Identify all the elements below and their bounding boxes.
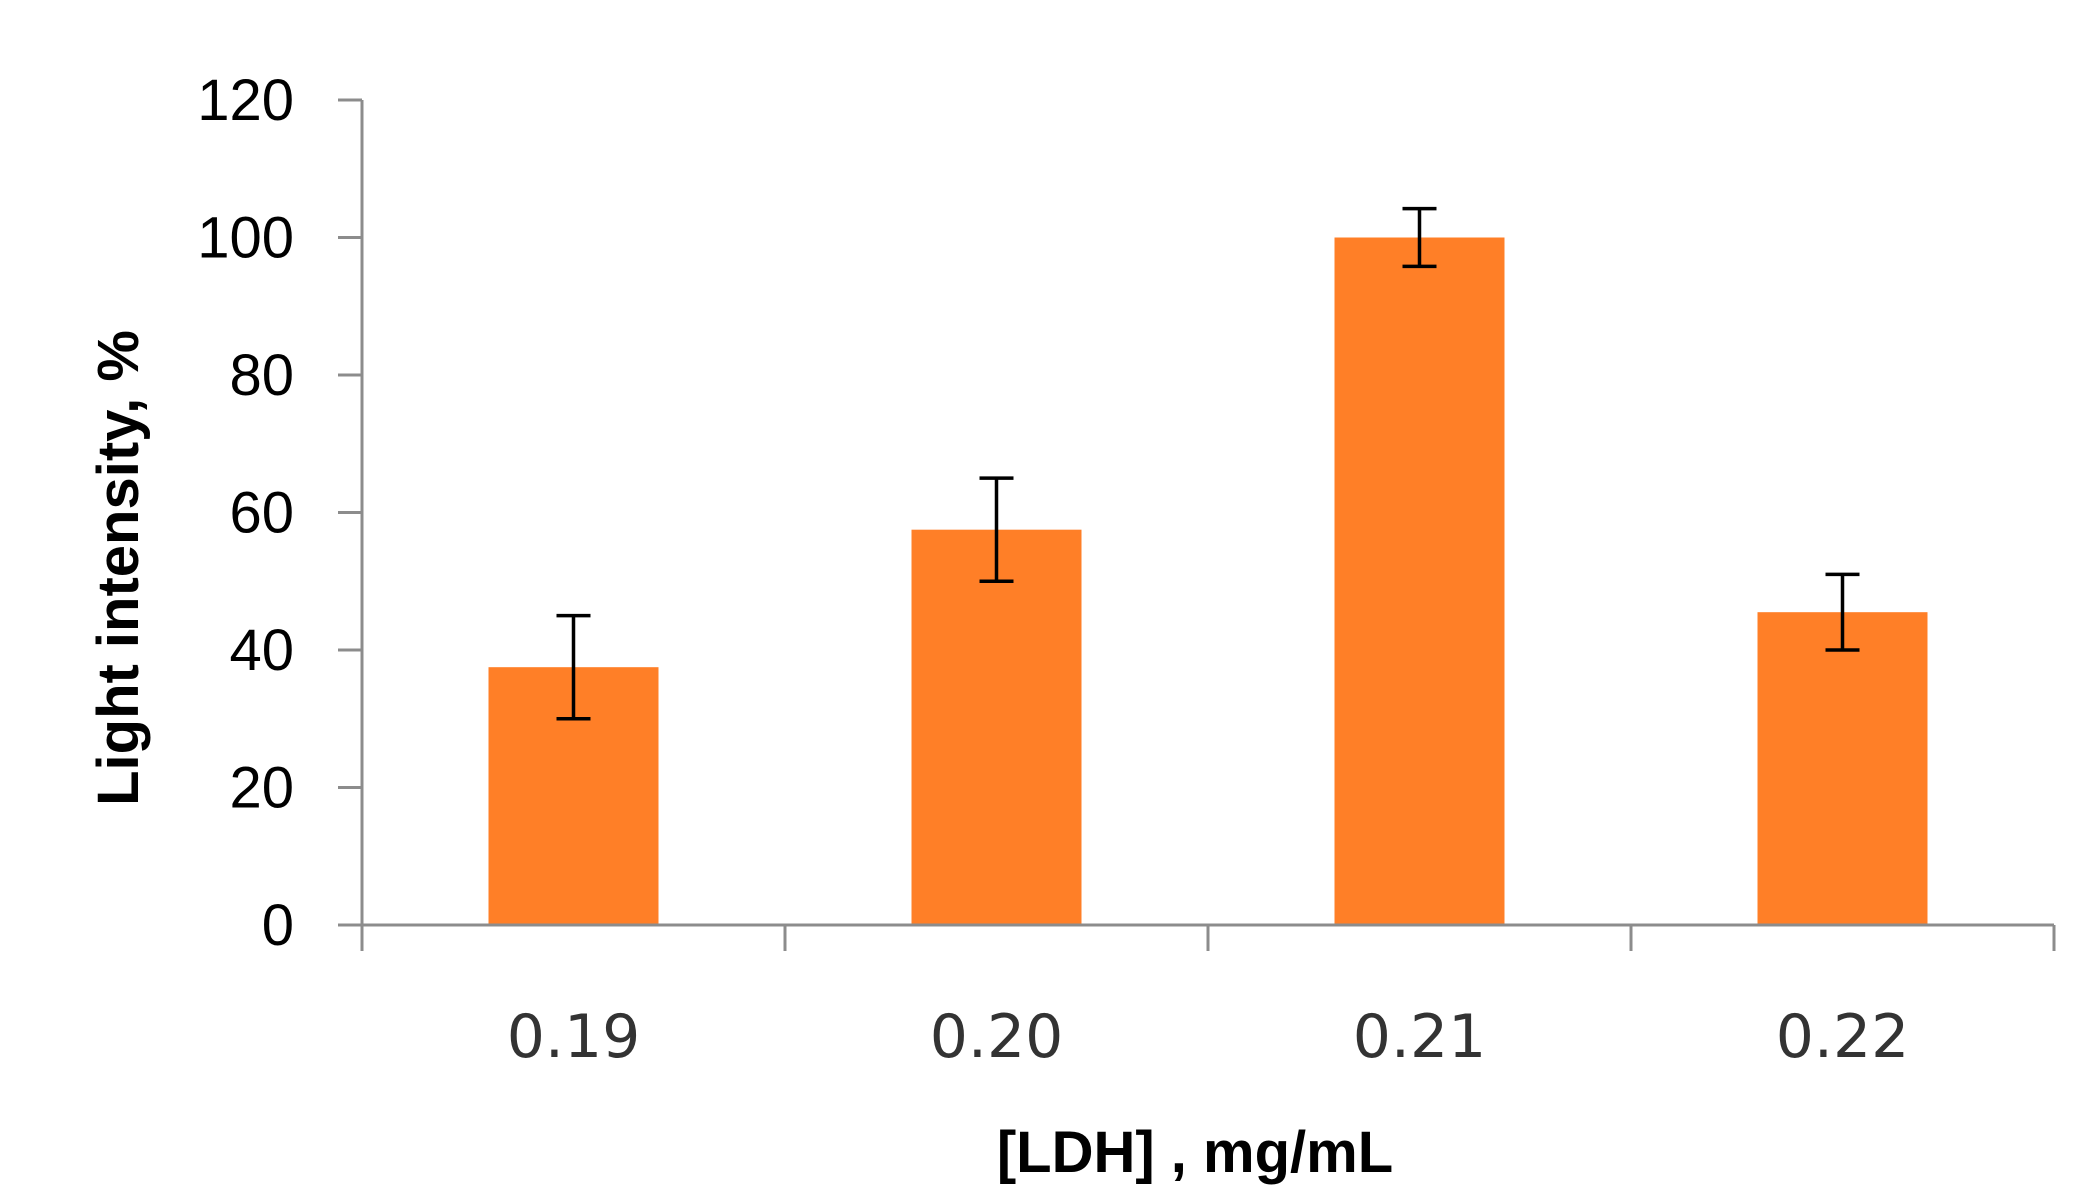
y-tick-label: 120: [197, 68, 294, 133]
x-axis-title: [LDH] , mg/mL: [997, 1120, 1393, 1185]
bar: [1757, 612, 1928, 925]
x-tick-label: 0.22: [1776, 1002, 1910, 1072]
error-bar: [1402, 206, 1437, 269]
x-tick-label: 0.19: [507, 1002, 641, 1072]
y-tick-label: 100: [197, 206, 294, 271]
y-axis-ticks: 0 20 40 60 80 100 120: [197, 68, 362, 958]
error-bars: [556, 206, 1860, 721]
error-bar: [1825, 572, 1860, 652]
bar: [911, 529, 1082, 925]
y-tick-label: 20: [229, 756, 294, 821]
x-tick-label: 0.21: [1353, 1002, 1487, 1072]
y-tick-label: 40: [229, 618, 294, 683]
x-axis-ticks: 0.19 0.20 0.21 0.22: [360, 925, 2056, 1072]
bars: [488, 237, 1928, 925]
y-tick-label: 60: [229, 481, 294, 546]
bar: [1334, 237, 1505, 925]
y-tick-label: 80: [229, 343, 294, 408]
error-bar: [556, 613, 591, 721]
y-axis-title: Light intensity, %: [86, 330, 151, 806]
y-tick-label: 0: [262, 893, 294, 958]
error-bar: [979, 476, 1014, 583]
x-tick-label: 0.20: [930, 1002, 1064, 1072]
